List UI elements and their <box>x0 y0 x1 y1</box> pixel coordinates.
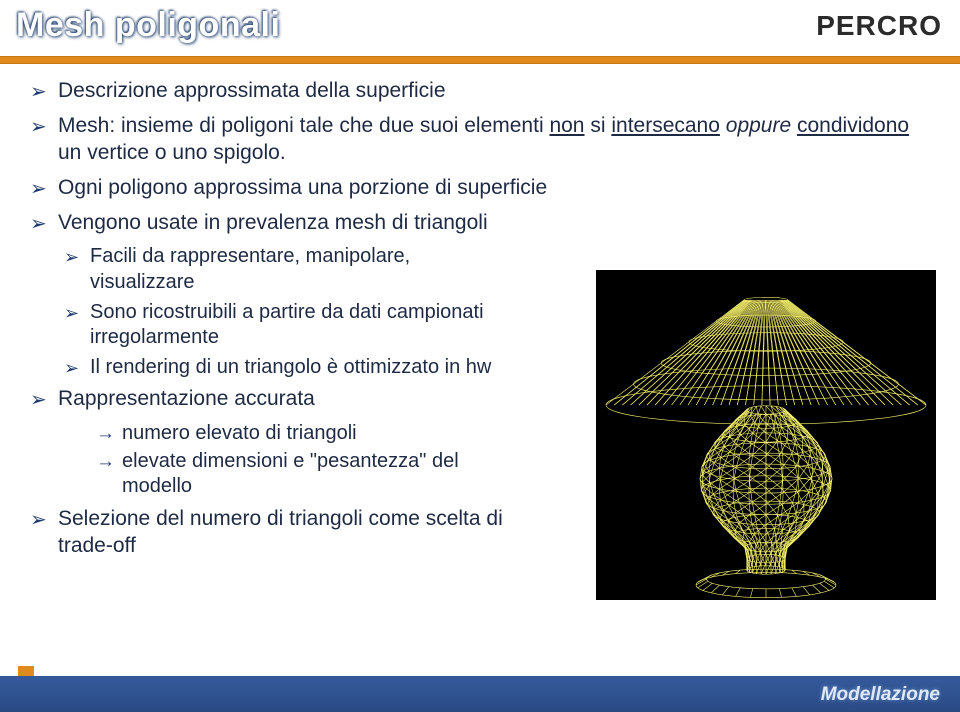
text: un vertice o uno spigolo. <box>58 141 286 164</box>
text: Selezione del numero di triangoli come s… <box>58 507 503 557</box>
text: elevate dimensioni e "pesantezza" del mo… <box>122 450 459 498</box>
text-u: intersecano <box>611 114 720 137</box>
bullet-description: Descrizione approssimata della superfici… <box>30 78 930 105</box>
text: numero elevato di triangoli <box>122 422 357 444</box>
bullet-many-tri: numero elevato di triangoli <box>30 421 510 447</box>
text: si <box>585 114 612 137</box>
bullet-approx: Ogni poligono approssima una porzione di… <box>30 175 930 202</box>
lamp-icon <box>596 270 936 600</box>
text-u: condividono <box>797 114 909 137</box>
text: Ogni poligono approssima una porzione di… <box>58 176 547 199</box>
footer-bar: Modellazione <box>0 676 960 712</box>
bullet-hw: Il rendering di un triangolo è ottimizza… <box>30 355 510 381</box>
bullet-easy: Facili da rappresentare, manipolare, vis… <box>30 244 510 295</box>
bullet-tradeoff: Selezione del numero di triangoli come s… <box>30 506 510 560</box>
header: Mesh poligonali PERCRO <box>0 0 960 60</box>
logo-text: PERCRO <box>816 10 942 42</box>
text: Il rendering di un triangolo è ottimizza… <box>90 356 491 378</box>
divider-bar <box>0 56 960 64</box>
text: Mesh: insieme di poligoni tale che due s… <box>58 114 549 137</box>
text: Facili da rappresentare, manipolare, vis… <box>90 245 410 293</box>
text: Descrizione approssimata della superfici… <box>58 79 446 102</box>
slide: Mesh poligonali PERCRO Descrizione appro… <box>0 0 960 712</box>
bullet-mesh-def: Mesh: insieme di poligoni tale che due s… <box>30 113 930 167</box>
wireframe-lamp-image <box>596 270 936 600</box>
bullet-accurate: Rappresentazione accurata <box>30 386 510 413</box>
text-i: oppure <box>726 114 791 137</box>
text: Vengono usate in prevalenza mesh di tria… <box>58 211 488 234</box>
text-u: non <box>549 114 584 137</box>
slide-title: Mesh poligonali <box>16 6 280 45</box>
text: Rappresentazione accurata <box>58 387 315 410</box>
bullet-heavy: elevate dimensioni e "pesantezza" del mo… <box>30 449 510 500</box>
text: Sono ricostruibili a partire da dati cam… <box>90 301 484 349</box>
bullet-triangles: Vengono usate in prevalenza mesh di tria… <box>30 210 930 237</box>
footer-label: Modellazione <box>821 684 940 706</box>
bullet-reconstruct: Sono ricostruibili a partire da dati cam… <box>30 300 510 351</box>
footer-accent <box>18 666 34 676</box>
